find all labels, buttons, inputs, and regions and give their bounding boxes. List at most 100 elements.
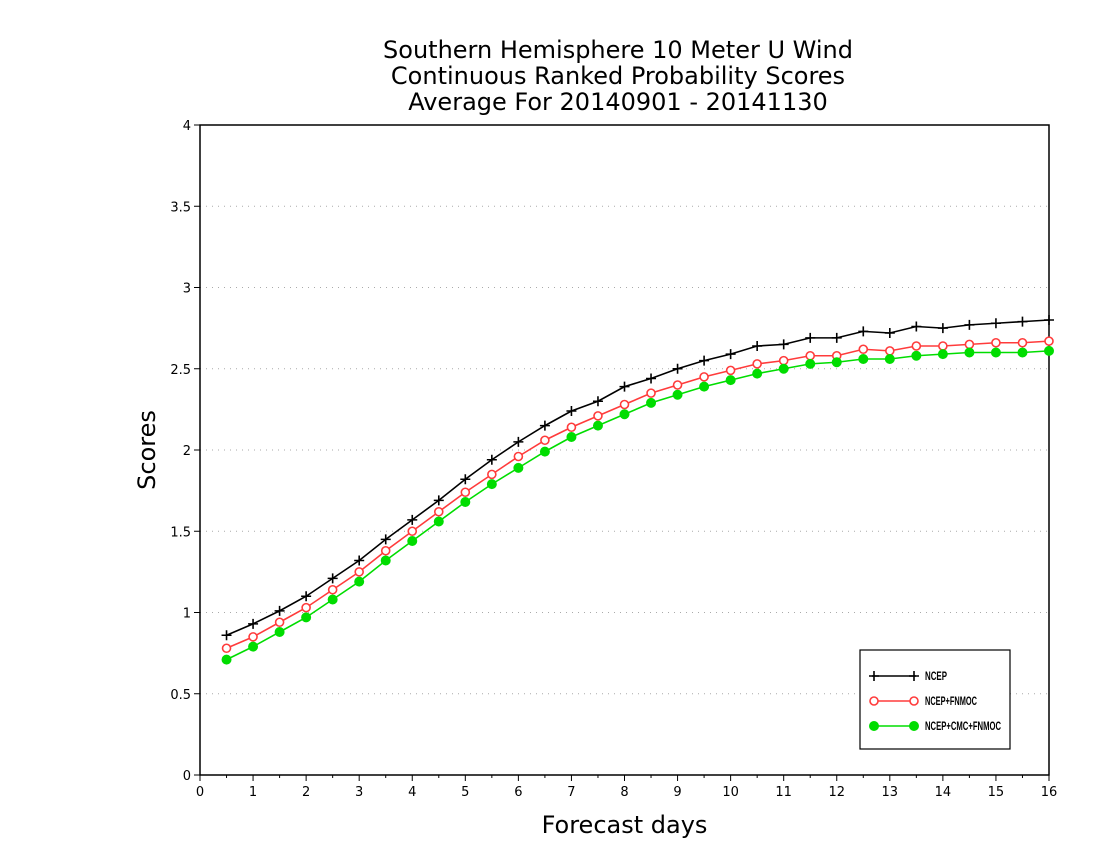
data-point <box>221 643 232 654</box>
data-point <box>354 576 365 587</box>
x-tick-label: 4 <box>408 785 416 800</box>
data-point <box>752 341 763 351</box>
y-tick-label: 0 <box>183 769 191 784</box>
data-point <box>539 420 550 431</box>
legend-item: NCEP+CMC+FNMOC <box>869 719 1001 733</box>
series-ncep <box>221 315 1054 641</box>
data-point <box>248 618 259 629</box>
data-point <box>938 341 948 351</box>
y-tick-label: 0.5 <box>170 688 191 703</box>
data-point <box>619 399 630 410</box>
data-point <box>646 397 657 408</box>
data-point <box>433 516 444 527</box>
x-tick-label: 9 <box>673 785 681 800</box>
data-point <box>248 641 259 652</box>
x-axis-label: Forecast days <box>542 811 708 839</box>
data-point <box>433 506 444 517</box>
data-point <box>274 605 285 616</box>
data-point <box>699 372 709 382</box>
x-tick-label: 10 <box>722 785 739 800</box>
data-point <box>566 406 577 416</box>
data-point <box>274 627 285 637</box>
data-point <box>593 411 603 421</box>
data-point <box>487 469 497 480</box>
data-point <box>699 381 710 392</box>
data-point <box>407 526 418 537</box>
data-point <box>911 350 922 361</box>
data-point <box>885 346 895 356</box>
data-point <box>725 365 736 376</box>
data-point <box>248 632 258 642</box>
data-point <box>1017 347 1028 358</box>
series-ncep-fnmoc <box>221 336 1054 654</box>
data-point <box>646 388 656 398</box>
data-point <box>486 454 497 465</box>
data-point <box>858 326 869 337</box>
data-point <box>858 354 869 364</box>
data-point <box>433 495 444 506</box>
data-point <box>884 354 895 364</box>
y-tick-label: 4 <box>183 119 191 134</box>
data-point <box>354 567 364 577</box>
legend-label: NCEP+FNMOC <box>925 694 977 708</box>
data-point <box>991 337 1001 348</box>
data-point <box>221 630 232 641</box>
legend: NCEP NCEP+FNMOC NCEP+CMC+FNMOC <box>859 649 1011 750</box>
series-line <box>226 350 1050 661</box>
y-axis-label: Scores <box>133 410 161 490</box>
data-point <box>380 555 391 566</box>
data-point <box>1044 315 1054 325</box>
data-point <box>964 339 975 350</box>
legend-box <box>859 649 1011 750</box>
legend-label: NCEP+CMC+FNMOC <box>925 719 1001 733</box>
data-point <box>540 435 550 446</box>
x-tick-label: 11 <box>775 785 792 800</box>
legend-label: NCEP <box>925 669 947 683</box>
y-axis: 0 0.5 1 1.5 2 2.5 3 3.5 4 <box>170 119 200 784</box>
x-tick-label: 7 <box>567 785 575 800</box>
chart-title-line: Average For 20140901 - 20141130 <box>408 88 828 116</box>
y-tick-label: 1 <box>183 607 191 622</box>
x-tick-label: 15 <box>988 785 1005 800</box>
data-point <box>805 350 816 361</box>
chart-title: Southern Hemisphere 10 Meter U WindConti… <box>383 36 853 116</box>
data-point <box>909 671 919 681</box>
data-point <box>672 380 683 390</box>
data-point <box>327 573 338 584</box>
x-tick-label: 13 <box>882 785 899 800</box>
data-point <box>274 617 285 628</box>
data-point <box>327 594 338 605</box>
data-point <box>964 319 975 330</box>
legend-item: NCEP+FNMOC <box>869 694 977 708</box>
y-tick-label: 3 <box>183 282 191 297</box>
data-point <box>619 409 630 420</box>
data-point <box>619 381 630 392</box>
data-point <box>301 602 311 613</box>
data-point <box>354 555 365 566</box>
data-point <box>699 355 710 366</box>
x-tick-label: 16 <box>1041 785 1058 800</box>
data-point <box>513 451 524 462</box>
legend-item: NCEP <box>869 669 947 683</box>
series-ncep-cmc-fnmoc <box>221 345 1054 665</box>
data-point <box>725 375 736 386</box>
data-point <box>725 349 736 360</box>
x-tick-label: 12 <box>828 785 845 800</box>
data-point <box>407 514 418 525</box>
data-point <box>964 347 975 358</box>
y-tick-label: 1.5 <box>170 525 191 540</box>
x-tick-label: 0 <box>196 785 204 800</box>
data-point <box>513 436 524 447</box>
data-point <box>380 534 391 545</box>
data-point <box>486 479 497 490</box>
data-point <box>460 487 471 498</box>
data-point <box>513 462 524 473</box>
data-point <box>672 363 683 374</box>
data-point <box>1017 337 1028 348</box>
data-point <box>301 612 312 623</box>
x-tick-label: 5 <box>461 785 469 800</box>
data-point <box>909 721 919 731</box>
data-point <box>566 432 577 442</box>
data-point <box>869 721 879 731</box>
